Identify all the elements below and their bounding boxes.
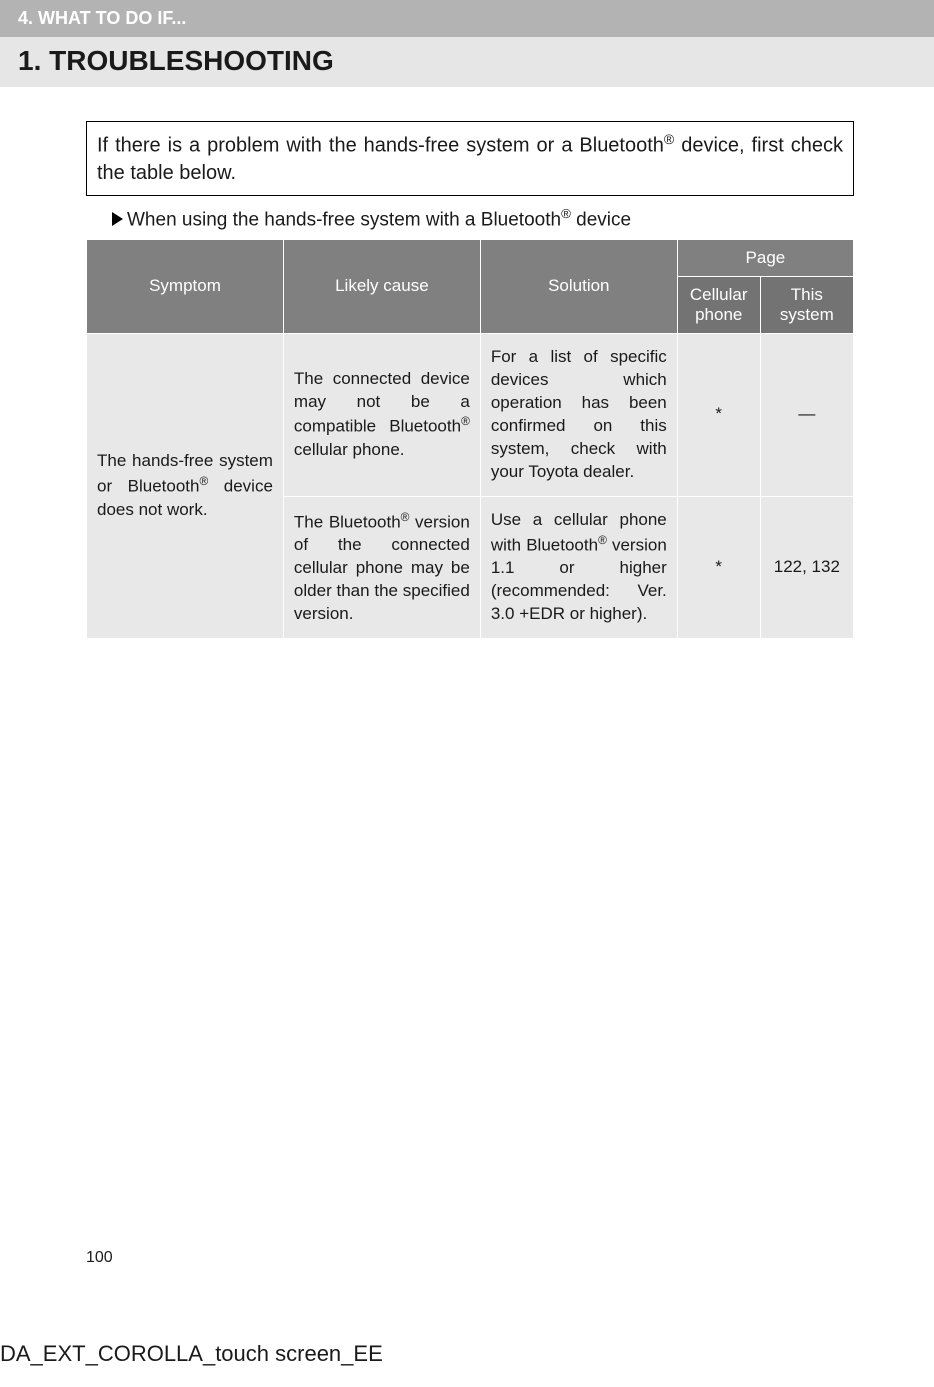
table-row: Symptom Likely cause Solution Page bbox=[87, 239, 854, 276]
intro-text-pre: If there is a problem with the hands-fre… bbox=[97, 135, 664, 157]
cell-cause: The Bluetooth® version of the connected … bbox=[283, 496, 480, 638]
registered-icon: ® bbox=[561, 206, 571, 221]
col-symptom: Symptom bbox=[87, 239, 284, 333]
col-this-system: This system bbox=[760, 276, 853, 333]
cell-symptom: The hands-free system or Bluetooth® devi… bbox=[87, 333, 284, 638]
registered-icon: ® bbox=[664, 131, 674, 147]
cell-cause: The connected device may not be a compat… bbox=[283, 333, 480, 496]
cell-solution: For a list of specific devices which ope… bbox=[480, 333, 677, 496]
section-header: 4. WHAT TO DO IF... bbox=[0, 0, 934, 37]
col-cell-phone: Cellular phone bbox=[677, 276, 760, 333]
cell-solution: Use a cellular phone with Bluetooth® ver… bbox=[480, 496, 677, 638]
cell-system-ref: 122, 132 bbox=[760, 496, 853, 638]
registered-icon: ® bbox=[598, 533, 607, 547]
subsection-heading: When using the hands-free system with a … bbox=[112, 206, 854, 231]
registered-icon: ® bbox=[199, 474, 208, 488]
col-solution: Solution bbox=[480, 239, 677, 333]
page-number: 100 bbox=[86, 1249, 113, 1267]
col-page: Page bbox=[677, 239, 853, 276]
subhead-pre: When using the hands-free system with a … bbox=[127, 209, 561, 230]
table-body: The hands-free system or Bluetooth® devi… bbox=[87, 333, 854, 638]
intro-box: If there is a problem with the hands-fre… bbox=[86, 121, 854, 196]
table-head: Symptom Likely cause Solution Page Cellu… bbox=[87, 239, 854, 333]
document-name-footer: DA_EXT_COROLLA_touch screen_EE bbox=[0, 1341, 383, 1367]
cell-phone-ref: * bbox=[677, 496, 760, 638]
subhead-post: device bbox=[571, 209, 631, 230]
cell-system-ref: — bbox=[760, 333, 853, 496]
text: cellular phone. bbox=[294, 440, 405, 459]
text: The connected device may not be a compat… bbox=[294, 369, 470, 437]
triangle-icon bbox=[112, 212, 123, 226]
page-title-strip: 1. TROUBLESHOOTING bbox=[0, 37, 934, 87]
cell-phone-ref: * bbox=[677, 333, 760, 496]
text: The Bluetooth bbox=[294, 512, 401, 531]
page-content: If there is a problem with the hands-fre… bbox=[0, 87, 934, 639]
page-title: 1. TROUBLESHOOTING bbox=[18, 45, 916, 77]
col-cause: Likely cause bbox=[283, 239, 480, 333]
troubleshooting-table: Symptom Likely cause Solution Page Cellu… bbox=[86, 239, 854, 639]
table-row: The hands-free system or Bluetooth® devi… bbox=[87, 333, 854, 496]
registered-icon: ® bbox=[461, 414, 470, 428]
